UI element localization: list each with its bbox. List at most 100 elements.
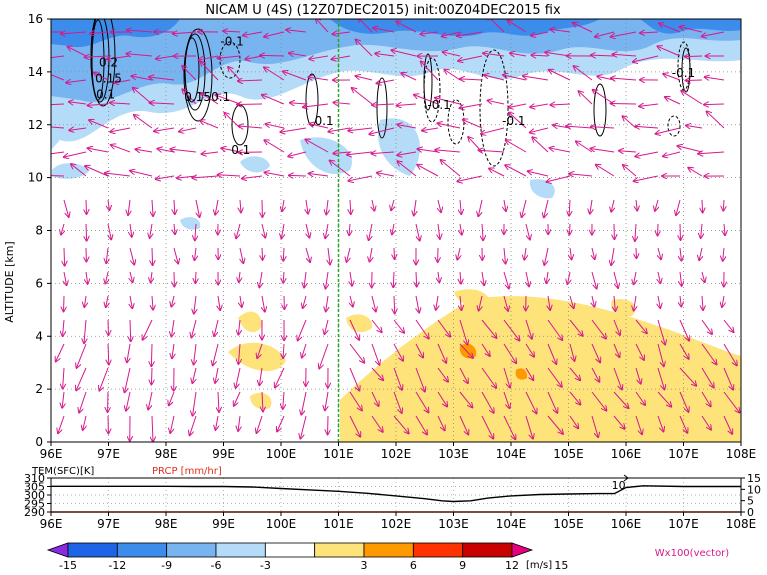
wind-vector — [88, 148, 109, 153]
wind-vector — [309, 56, 329, 59]
wind-vector — [522, 199, 527, 217]
wind-vector — [370, 247, 372, 262]
wind-vector — [633, 55, 659, 62]
wind-vector — [195, 223, 196, 240]
wind-vector — [347, 152, 373, 155]
wind-vector — [686, 126, 703, 128]
colorbar-tick-label: 9 — [459, 559, 466, 572]
legend-precipitation: PRCP [mm/hr] — [152, 466, 222, 477]
wind-vector — [460, 223, 462, 235]
y-tick-label: 6 — [35, 276, 43, 290]
contour-line — [184, 33, 206, 111]
surface-left-tick-label: 300 — [24, 489, 45, 502]
wind-vector — [663, 151, 681, 156]
wind-vector — [418, 149, 439, 152]
wind-vector — [634, 271, 636, 284]
wind-vector — [530, 104, 549, 107]
wind-vector — [525, 391, 537, 413]
wind-vector — [283, 343, 284, 358]
wind-vector — [391, 199, 394, 210]
wind-vector — [701, 319, 712, 334]
wind-vector — [332, 32, 351, 34]
wind-vector — [481, 127, 505, 134]
wind-vector — [487, 19, 505, 33]
surface-right-tick-label: 0 — [747, 506, 754, 519]
wind-vector — [151, 367, 152, 384]
wind-vector — [415, 343, 423, 357]
surface-x-tick-label: 100E — [266, 517, 297, 531]
wind-region — [529, 179, 555, 199]
wind-vector — [201, 93, 219, 105]
wind-vector — [478, 199, 483, 216]
wind-vector — [417, 165, 439, 177]
wind-vector — [723, 319, 734, 332]
wind-vector — [702, 271, 705, 282]
wind-vector — [635, 415, 642, 434]
wind-vector — [635, 343, 644, 360]
wind-vector — [332, 56, 351, 59]
wind-vector — [591, 319, 606, 339]
surface-annotation: 10 — [612, 479, 626, 492]
wind-vector — [657, 46, 681, 57]
wind-vector — [509, 103, 527, 107]
wind-vector — [309, 124, 329, 129]
wind-vector — [415, 391, 428, 412]
contour-line — [593, 83, 607, 137]
wind-vector — [506, 140, 527, 153]
x-tick-label: 99E — [212, 447, 235, 461]
wind-vector — [532, 137, 549, 153]
wind-vector — [481, 319, 496, 338]
wind-vector — [416, 295, 419, 312]
wind-vector — [569, 415, 578, 428]
wind-vector — [503, 367, 510, 388]
wind-vector — [349, 391, 362, 410]
vector-scale-label: Wx100(vector) — [655, 548, 730, 559]
wind-region — [180, 217, 201, 230]
colorbar-swatch — [314, 542, 365, 558]
wind-vector — [437, 415, 445, 430]
wind-vector — [319, 343, 329, 368]
x-tick-label: 106E — [611, 447, 642, 461]
wind-vector — [676, 199, 681, 215]
wind-vector — [305, 247, 310, 262]
wind-vector — [172, 343, 174, 358]
wind-vector — [531, 31, 549, 36]
contour-line — [423, 57, 441, 123]
wind-vector — [613, 391, 628, 408]
wind-vector — [260, 55, 285, 56]
wind-vector — [679, 343, 689, 359]
wind-vector — [173, 32, 197, 34]
wind-region — [240, 156, 270, 173]
wind-vector — [239, 126, 263, 128]
wind-vector — [658, 247, 661, 259]
wind-vector — [685, 56, 703, 57]
wind-vector — [303, 103, 329, 107]
wind-vector — [702, 31, 725, 36]
wind-vector — [234, 391, 241, 406]
colorbar-units: [m/s] — [526, 560, 552, 571]
wind-vector — [215, 415, 218, 430]
wind-vector — [195, 271, 196, 283]
wind-vector — [530, 127, 549, 133]
wind-vector — [397, 125, 417, 129]
wind-vector — [171, 295, 174, 307]
wind-vector — [264, 172, 285, 177]
x-tick-label: 100E — [266, 447, 297, 461]
wind-vector — [300, 415, 307, 439]
wind-vector — [484, 75, 505, 81]
wind-vector — [130, 271, 133, 282]
wind-vector — [201, 62, 219, 81]
wind-vector — [236, 367, 241, 388]
wind-vector — [51, 152, 65, 154]
wind-vector — [150, 223, 152, 238]
wind-vector — [125, 367, 131, 392]
y-tick-label: 16 — [28, 12, 43, 26]
surface-x-tick-label: 107E — [668, 517, 699, 531]
wind-vector — [550, 104, 571, 105]
wind-vector — [349, 415, 360, 437]
wind-vector — [239, 271, 240, 282]
wind-vector — [679, 319, 689, 341]
wind-vector — [468, 137, 483, 153]
contour-line — [90, 19, 116, 107]
